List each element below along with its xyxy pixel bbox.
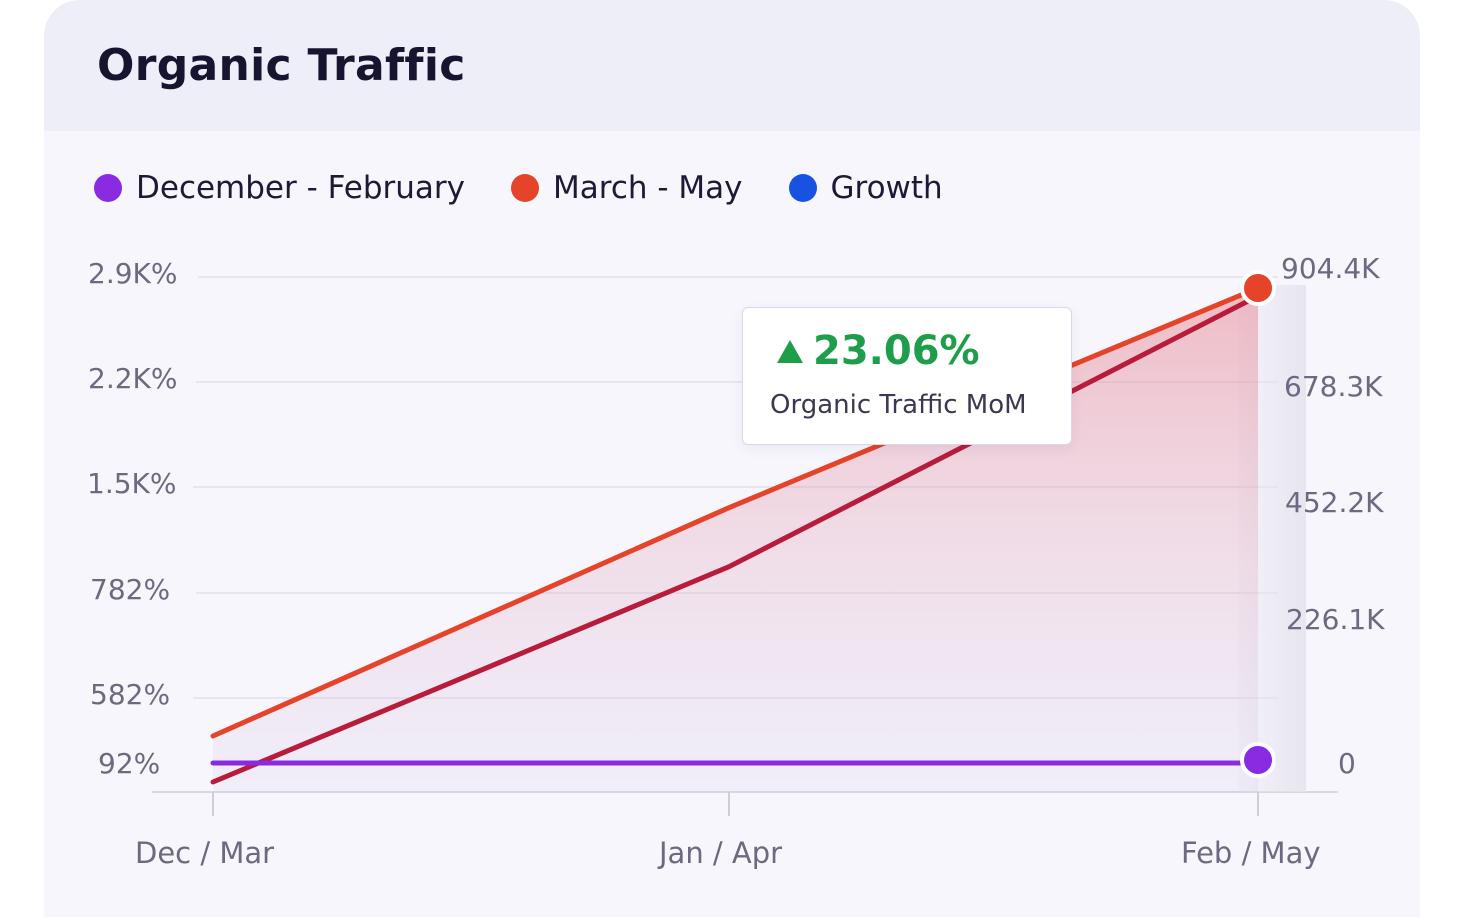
y-right-tick-label: 452.2K <box>1285 486 1384 519</box>
tooltip-label: Organic Traffic MoM <box>770 390 1027 420</box>
legend-label: December - February <box>136 170 466 206</box>
x-tick-label: Dec / Mar <box>135 836 274 870</box>
x-tick-label: Feb / May <box>1181 836 1321 870</box>
tooltip-value: 23.06% <box>813 328 980 374</box>
x-tick-label: Jan / Apr <box>657 836 782 870</box>
legend-dot-icon <box>511 174 540 202</box>
march-may-end-point <box>1240 270 1276 306</box>
growth-tooltip: 23.06% Organic Traffic MoM <box>742 307 1072 445</box>
y-right-tick-label: 904.4K <box>1281 252 1380 285</box>
card-header: Organic Traffic <box>44 0 1420 131</box>
legend-item-december-february[interactable]: December - February <box>94 170 465 206</box>
legend-item-march-may[interactable]: March - May <box>511 170 743 206</box>
y-left-tick-label: 582% <box>90 678 170 711</box>
y-right-tick-label: 678.3K <box>1284 370 1383 403</box>
legend-label: Growth <box>830 170 943 206</box>
growth-line <box>210 293 1261 785</box>
chart-legend: December - February March - May Growth <box>94 168 989 208</box>
triangle-up-icon <box>777 339 803 363</box>
legend-item-growth[interactable]: Growth <box>788 170 943 206</box>
december-february-end-point <box>1240 742 1276 778</box>
y-left-tick-label: 2.9K% <box>88 257 178 290</box>
tooltip-value-row: 23.06% <box>777 328 980 374</box>
legend-dot-icon <box>94 174 122 202</box>
legend-label: March - May <box>553 170 743 206</box>
y-right-tick-label: 0 <box>1338 747 1356 780</box>
y-right-tick-label: 226.1K <box>1286 603 1385 636</box>
legend-dot-icon <box>788 174 817 202</box>
y-left-tick-label: 782% <box>90 573 170 606</box>
y-left-tick-label: 2.2K% <box>88 362 178 395</box>
march-may-line <box>210 285 1261 739</box>
y-left-tick-label: 1.5K% <box>87 467 177 500</box>
y-left-tick-label: 92% <box>98 747 160 780</box>
card-title: Organic Traffic <box>97 40 466 91</box>
